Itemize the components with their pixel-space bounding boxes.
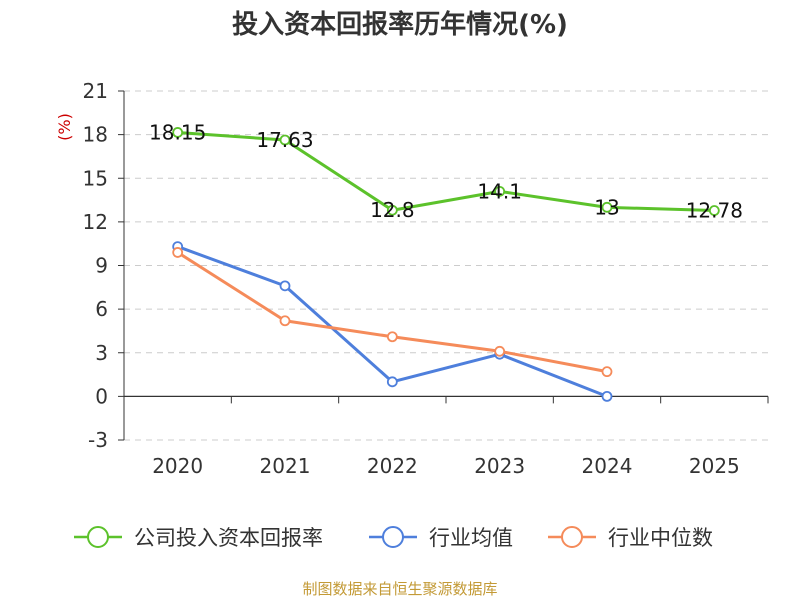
data-point [279, 315, 291, 327]
y-tick-label: 3 [95, 341, 108, 365]
data-label: 17.63 [256, 128, 313, 152]
y-tick-label: 9 [95, 254, 108, 278]
data-point [494, 185, 506, 197]
y-tick-label: 18 [83, 123, 108, 147]
legend-label: 公司投入资本回报率 [134, 526, 323, 550]
legend-swatch-marker [382, 526, 404, 548]
x-tick-label: 2022 [367, 454, 418, 478]
data-point [601, 390, 613, 402]
y-tick-label: 6 [95, 297, 108, 321]
data-point [601, 366, 613, 378]
series-line-2 [177, 245, 608, 398]
data-point [494, 345, 506, 357]
x-tick-label: 2025 [689, 454, 740, 478]
data-label: 12.78 [686, 199, 743, 223]
data-point [708, 205, 720, 216]
y-tick-label: 12 [83, 210, 108, 234]
legend-label: 行业中位数 [608, 526, 713, 550]
data-point [172, 127, 184, 138]
legend-swatch-marker [87, 526, 109, 548]
legend-swatch-marker [561, 526, 583, 548]
axes: -3 0 3 6 9 12 15 18 21 2020 2021 2022 2023 2024 2025 [83, 79, 769, 478]
x-tick-label: 2023 [474, 454, 525, 478]
y-tick-label: 21 [83, 79, 108, 103]
y-tick-label: -3 [88, 428, 108, 452]
data-labels: 18.15 17.63 12.8 14.1 13 12.78 [149, 120, 743, 222]
data-point [279, 280, 291, 292]
y-tick-label: 15 [83, 166, 108, 190]
chart-title: 投入资本回报率历年情况(%) [232, 9, 568, 40]
data-point [386, 331, 398, 343]
source-note: 制图数据来自恒生聚源数据库 [302, 580, 497, 598]
legend-label: 行业均值 [429, 526, 513, 550]
series-group [172, 127, 720, 402]
data-label: 13 [594, 195, 619, 219]
x-tick-label: 2021 [260, 454, 311, 478]
legend: 公司投入资本回报率 行业均值 行业中位数 [74, 526, 713, 550]
data-label: 18.15 [149, 120, 206, 144]
data-point [386, 376, 398, 388]
data-label: 14.1 [477, 179, 522, 203]
gridlines [124, 90, 768, 441]
data-point [172, 247, 184, 258]
x-tick-label: 2020 [152, 454, 203, 478]
series-line-1 [177, 130, 715, 213]
data-point [601, 201, 613, 213]
data-point [279, 134, 291, 146]
data-label: 12.8 [370, 198, 415, 222]
x-tick-label: 2024 [582, 454, 633, 478]
y-tick-label: 0 [95, 384, 108, 408]
data-point [386, 204, 398, 216]
y-axis-unit: (%) [55, 113, 74, 141]
